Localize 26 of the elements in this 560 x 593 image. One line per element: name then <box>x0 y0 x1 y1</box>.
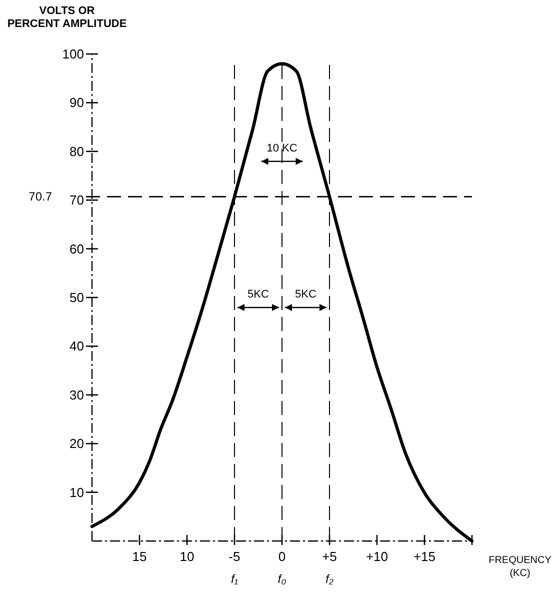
x-tick-label: +5 <box>322 549 337 564</box>
y-tick-label: 60 <box>70 241 84 256</box>
x-tick-label: 15 <box>132 549 147 564</box>
x-tick-label: 10 <box>180 549 194 564</box>
y-tick-label: 80 <box>70 144 84 159</box>
x-tick-label: -5 <box>228 549 240 564</box>
y-tick-label: 50 <box>70 290 84 305</box>
x-tick-label: +10 <box>366 549 388 564</box>
annotation: 5KC <box>248 288 269 300</box>
x-axis-title: FREQUENCY (KC) <box>488 555 552 579</box>
annotation: 10 KC <box>266 142 298 154</box>
ref-line-label: f₀ <box>278 572 286 586</box>
y-tick-label: 100 <box>62 46 84 62</box>
ref-line-label: f₁ <box>230 572 238 586</box>
x-tick-label: +15 <box>413 549 436 564</box>
y-tick-label: 30 <box>70 387 84 402</box>
x-tick-label: 0 <box>278 549 286 564</box>
ref-line-label: f₂ <box>326 572 334 586</box>
y-tick-label: 10 <box>70 484 84 500</box>
annotation: 5KC <box>295 288 316 300</box>
y-tick-label: 40 <box>70 338 84 354</box>
y-axis-title: VOLTS OR PERCENT AMPLITUDE <box>7 5 127 30</box>
ref-line-label: 70.7 <box>28 190 52 204</box>
y-tick-label: 70 <box>70 192 84 208</box>
y-tick-label: 90 <box>70 95 84 110</box>
y-tick-label: 20 <box>70 436 84 452</box>
